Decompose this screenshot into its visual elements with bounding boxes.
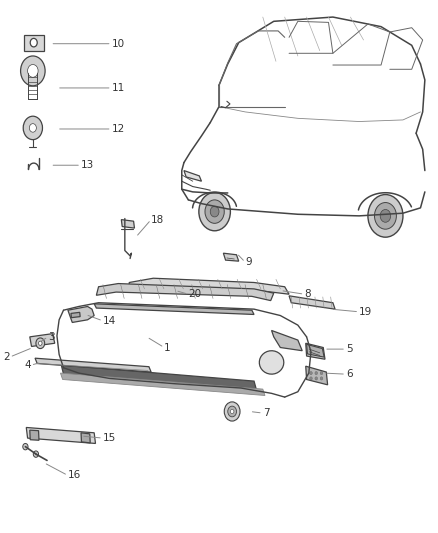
Text: 13: 13 bbox=[81, 160, 94, 170]
Text: 12: 12 bbox=[112, 124, 125, 134]
Circle shape bbox=[320, 372, 323, 375]
Text: 9: 9 bbox=[245, 257, 252, 267]
Text: 6: 6 bbox=[346, 369, 353, 379]
Circle shape bbox=[224, 402, 240, 421]
Text: 19: 19 bbox=[359, 307, 372, 317]
Text: 10: 10 bbox=[112, 39, 125, 49]
Circle shape bbox=[36, 338, 45, 349]
Polygon shape bbox=[81, 433, 90, 443]
Text: 7: 7 bbox=[263, 408, 269, 418]
Polygon shape bbox=[94, 304, 254, 314]
Text: 20: 20 bbox=[188, 289, 201, 299]
Text: 14: 14 bbox=[103, 316, 116, 326]
Polygon shape bbox=[223, 253, 239, 261]
Circle shape bbox=[210, 206, 219, 217]
Circle shape bbox=[310, 377, 312, 380]
Circle shape bbox=[205, 200, 224, 223]
Text: 11: 11 bbox=[112, 83, 125, 93]
Polygon shape bbox=[306, 343, 325, 359]
Text: 5: 5 bbox=[346, 344, 353, 354]
Polygon shape bbox=[306, 366, 328, 385]
Polygon shape bbox=[26, 427, 95, 443]
Polygon shape bbox=[30, 334, 55, 346]
Polygon shape bbox=[61, 365, 256, 389]
Circle shape bbox=[21, 56, 45, 86]
Text: 2: 2 bbox=[3, 352, 10, 362]
Circle shape bbox=[33, 451, 39, 457]
Polygon shape bbox=[96, 284, 274, 301]
Circle shape bbox=[23, 443, 28, 450]
Circle shape bbox=[30, 38, 37, 47]
Polygon shape bbox=[121, 220, 134, 228]
Polygon shape bbox=[184, 171, 201, 181]
Polygon shape bbox=[30, 430, 39, 440]
Text: 1: 1 bbox=[164, 343, 171, 352]
Polygon shape bbox=[60, 373, 265, 395]
Circle shape bbox=[228, 406, 237, 417]
Circle shape bbox=[368, 195, 403, 237]
Circle shape bbox=[374, 203, 396, 229]
Text: 15: 15 bbox=[103, 433, 116, 443]
Text: 4: 4 bbox=[24, 360, 31, 370]
Text: 8: 8 bbox=[304, 289, 311, 299]
Circle shape bbox=[230, 409, 234, 414]
Circle shape bbox=[28, 64, 38, 77]
Text: 3: 3 bbox=[48, 332, 55, 342]
Polygon shape bbox=[35, 358, 151, 372]
Circle shape bbox=[199, 192, 230, 231]
Circle shape bbox=[320, 377, 323, 380]
Text: 16: 16 bbox=[68, 471, 81, 480]
Polygon shape bbox=[68, 306, 94, 322]
Polygon shape bbox=[259, 351, 284, 374]
Circle shape bbox=[39, 341, 42, 345]
Circle shape bbox=[310, 372, 312, 375]
Polygon shape bbox=[307, 344, 324, 357]
Polygon shape bbox=[129, 278, 289, 294]
Polygon shape bbox=[24, 35, 44, 51]
Text: 18: 18 bbox=[151, 215, 164, 224]
Polygon shape bbox=[289, 296, 335, 309]
Circle shape bbox=[29, 124, 36, 132]
Circle shape bbox=[380, 209, 391, 222]
Polygon shape bbox=[71, 312, 80, 318]
Circle shape bbox=[315, 377, 318, 380]
Polygon shape bbox=[272, 330, 302, 351]
Circle shape bbox=[315, 372, 318, 375]
Circle shape bbox=[23, 116, 42, 140]
